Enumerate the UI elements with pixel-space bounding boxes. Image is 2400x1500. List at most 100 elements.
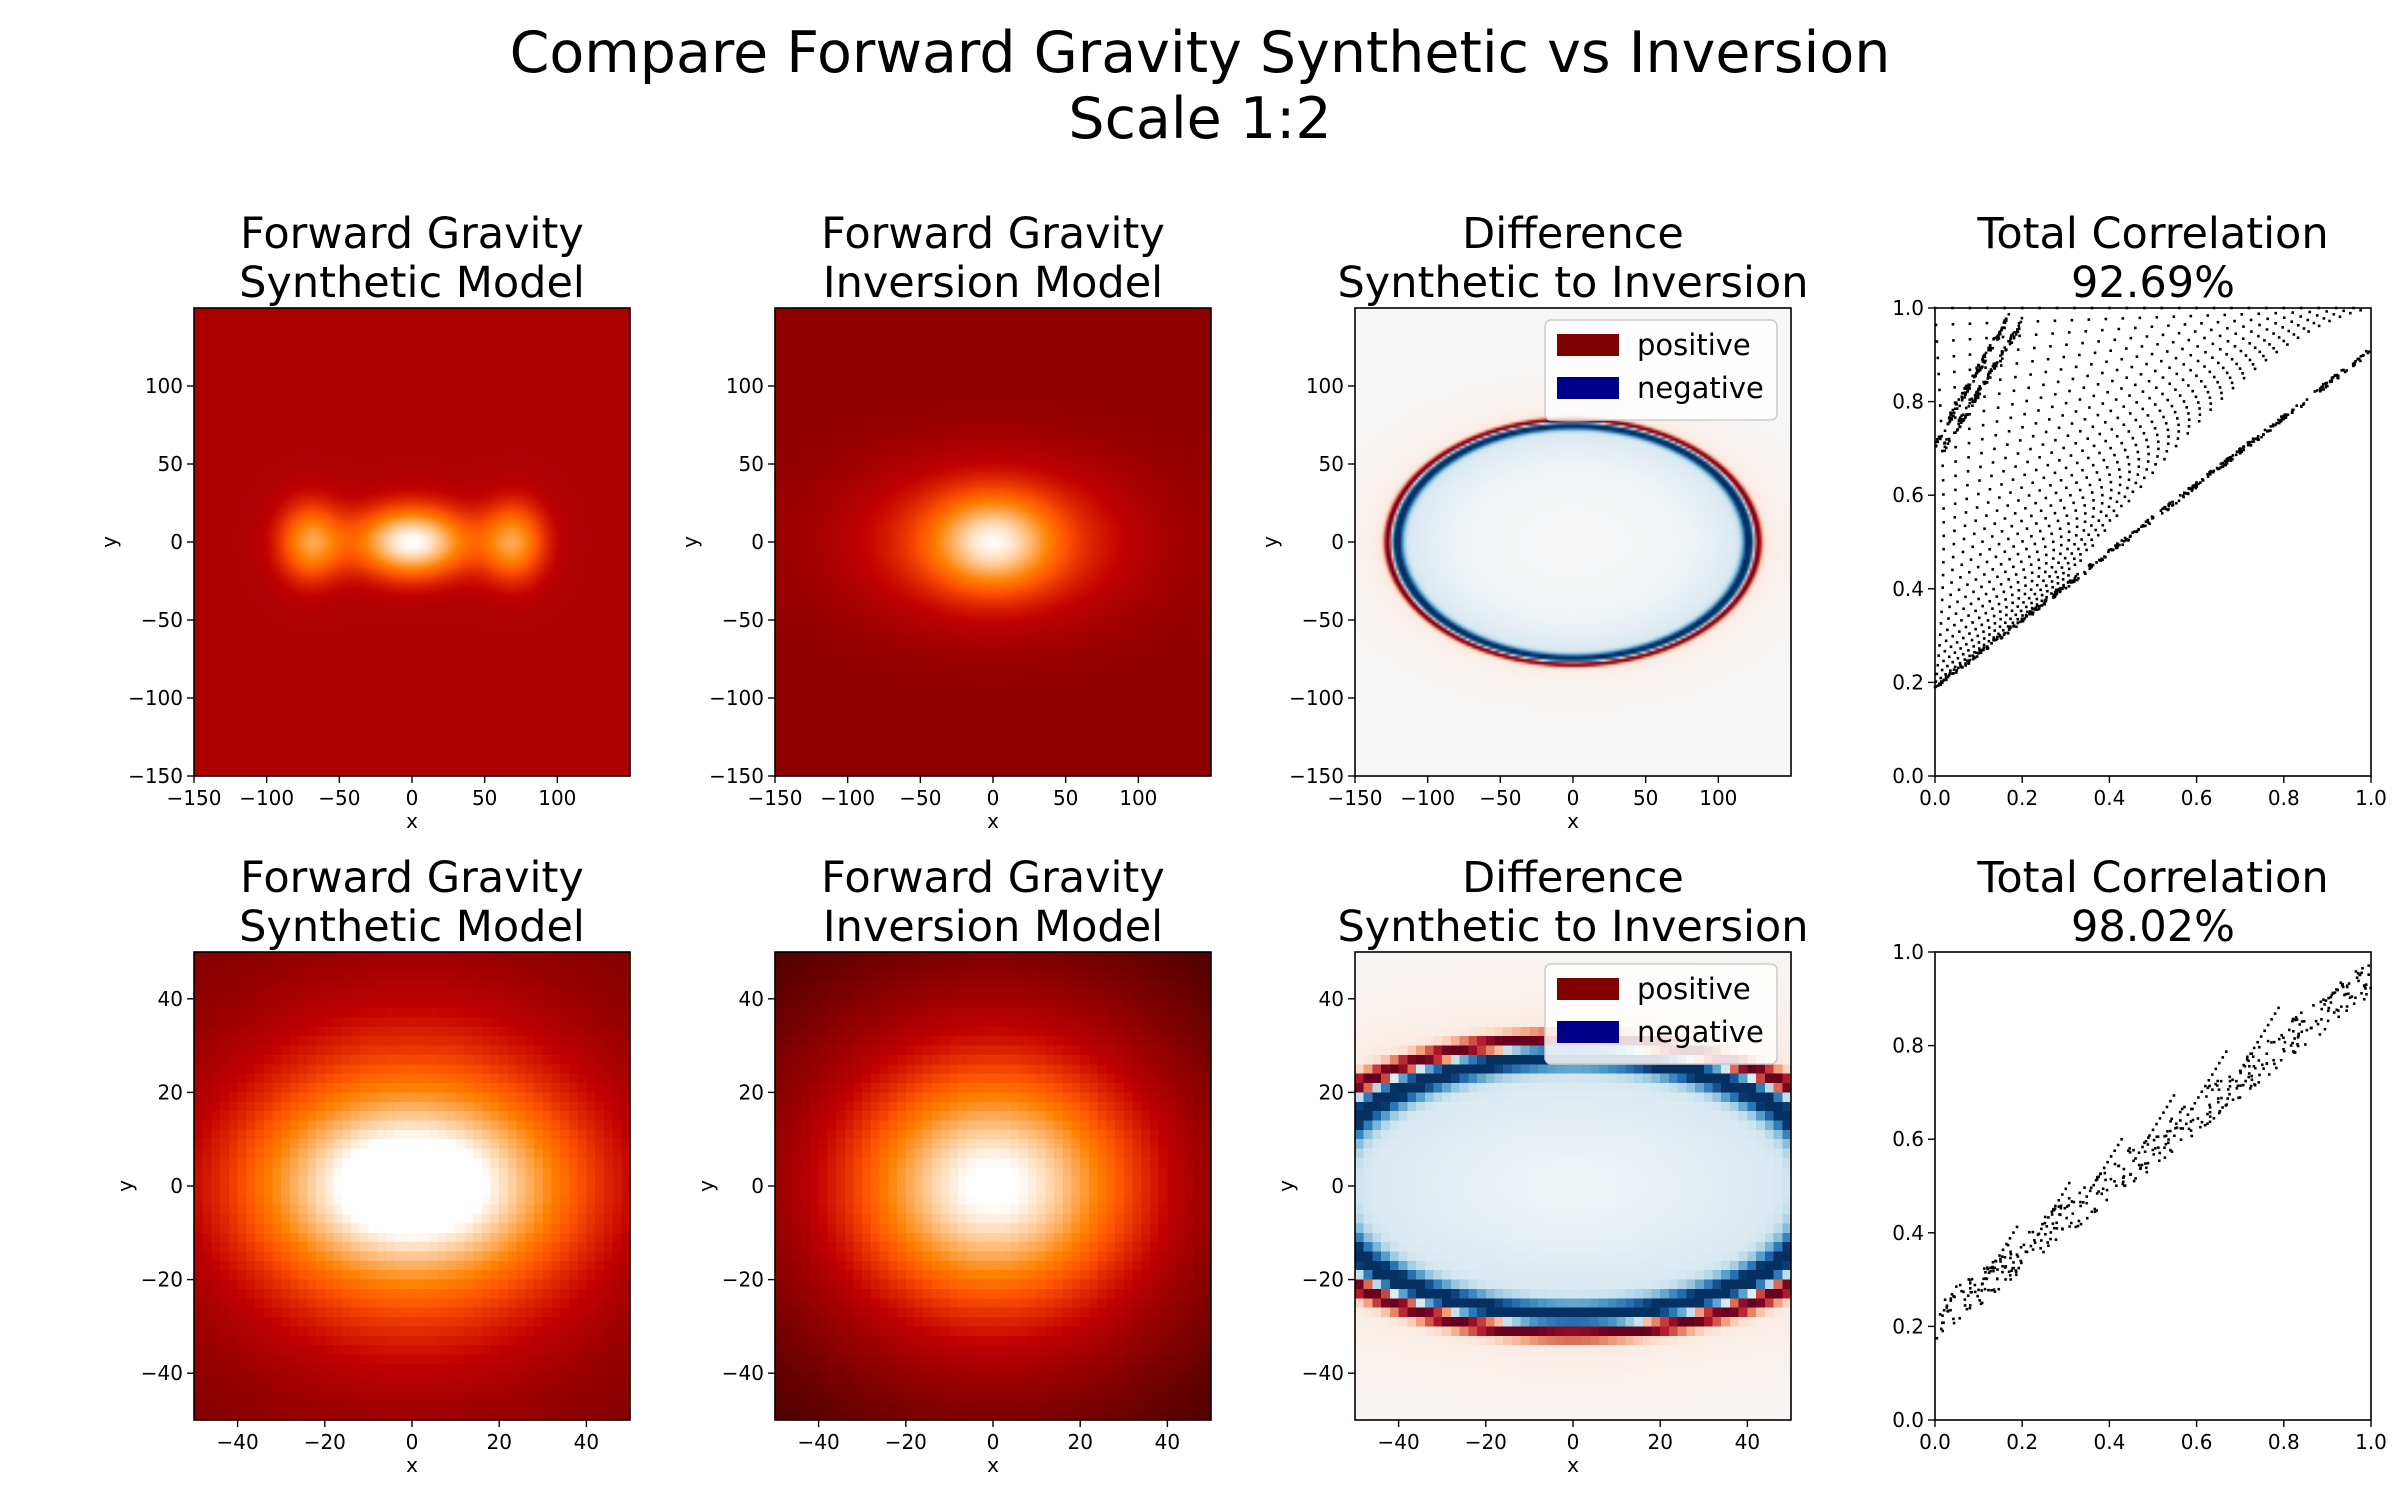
scatter-point bbox=[2079, 553, 2082, 556]
scatter-point bbox=[1976, 393, 1980, 397]
scatter-point bbox=[2109, 1177, 2113, 1181]
scatter-point bbox=[2258, 323, 2261, 327]
y-tick-label: 0 bbox=[1331, 530, 1344, 554]
scatter-point bbox=[2248, 443, 2251, 447]
scatter-point bbox=[1986, 501, 1990, 504]
scatter-point bbox=[2014, 1269, 2018, 1272]
scatter-point bbox=[1941, 573, 1945, 577]
legend-swatch-positive bbox=[1557, 334, 1619, 356]
scatter-point bbox=[2183, 491, 2186, 495]
scatter-point bbox=[1944, 672, 1947, 676]
scatter-point bbox=[1958, 630, 1961, 633]
x-tick-label: 0.4 bbox=[2093, 1430, 2125, 1454]
scatter-point bbox=[2074, 410, 2078, 413]
scatter-point bbox=[2139, 1167, 2142, 1171]
scatter-point bbox=[1967, 661, 1970, 664]
y-tick-label: 0.8 bbox=[1892, 390, 1924, 414]
scatter-point bbox=[2113, 1180, 2116, 1183]
scatter-point bbox=[1999, 617, 2002, 621]
scatter-point bbox=[1941, 1329, 1945, 1333]
scatter-point bbox=[2029, 1244, 2033, 1248]
scatter-point bbox=[1943, 649, 1947, 653]
scatter-point bbox=[2193, 485, 2196, 488]
scatter-point bbox=[2217, 1100, 2220, 1104]
scatter-point bbox=[2069, 454, 2073, 457]
scatter-point bbox=[2017, 324, 2021, 328]
scatter-point bbox=[2001, 335, 2005, 339]
scatter-point bbox=[1978, 368, 1982, 372]
scatter-point bbox=[2029, 447, 2032, 451]
scatter-point bbox=[2228, 455, 2232, 459]
scatter-point bbox=[1939, 419, 1943, 423]
scatter-point bbox=[1983, 527, 1986, 531]
scatter-point bbox=[2172, 1094, 2176, 1097]
scatter-point bbox=[2039, 509, 2043, 513]
scatter-point bbox=[2029, 588, 2033, 591]
scatter-point bbox=[2132, 530, 2136, 534]
scatter-point bbox=[1964, 511, 1968, 514]
scatter-point bbox=[1951, 660, 1954, 664]
scatter-point bbox=[2190, 489, 2194, 493]
scatter-point bbox=[1988, 633, 1991, 636]
scatter-point bbox=[2277, 1006, 2280, 1010]
scatter-point bbox=[2273, 1062, 2276, 1066]
scatter-point bbox=[2016, 452, 2020, 455]
scatter-point bbox=[2072, 1200, 2076, 1204]
scatter-point bbox=[1979, 1302, 1983, 1306]
scatter-point bbox=[2038, 529, 2042, 533]
x-tick-label: 100 bbox=[1699, 786, 1737, 810]
scatter-point bbox=[1949, 1308, 1952, 1312]
scatter-point bbox=[2001, 628, 2005, 632]
scatter-point bbox=[2330, 380, 2334, 383]
scatter-point bbox=[2110, 428, 2114, 431]
scatter-point bbox=[2257, 312, 2261, 316]
scatter-point bbox=[2027, 596, 2031, 600]
legend-swatch-positive bbox=[1557, 978, 1619, 1000]
scatter-point bbox=[2024, 506, 2027, 510]
scatter-point bbox=[2128, 535, 2132, 539]
scatter-point bbox=[1988, 370, 1991, 374]
scatter-point bbox=[2024, 584, 2027, 587]
scatter-point bbox=[2113, 453, 2116, 457]
scatter-point bbox=[1996, 575, 1999, 579]
scatter-point bbox=[2221, 366, 2225, 370]
scatter-point bbox=[1991, 461, 1995, 464]
scatter-point bbox=[2327, 1006, 2331, 1010]
scatter-point bbox=[2360, 991, 2363, 995]
scatter-point bbox=[1992, 337, 1995, 341]
scatter-point bbox=[2234, 332, 2238, 336]
scatter-point bbox=[2094, 528, 2098, 532]
scatter-point bbox=[2224, 463, 2228, 467]
scatter-point bbox=[2344, 992, 2348, 996]
scatter-point bbox=[2085, 1216, 2089, 1220]
scatter-point bbox=[2059, 535, 2063, 539]
scatter-point bbox=[1997, 632, 2000, 636]
scatter-point bbox=[1977, 616, 1981, 620]
scatter-point bbox=[2042, 1250, 2045, 1254]
scatter-point bbox=[1942, 659, 1945, 663]
scatter-point bbox=[2193, 330, 2197, 333]
scatter-point bbox=[2208, 1103, 2211, 1107]
scatter-point bbox=[1988, 487, 1992, 491]
scatter-point bbox=[1964, 625, 1968, 629]
scatter-point bbox=[2074, 509, 2078, 512]
scatter-point bbox=[2170, 1150, 2174, 1153]
scatter-point bbox=[1983, 355, 1987, 359]
scatter-point bbox=[2017, 322, 2021, 325]
scatter-point bbox=[1994, 555, 1998, 559]
scatter-point bbox=[1985, 560, 1989, 564]
scatter-point bbox=[1962, 1290, 1965, 1294]
scatter-point bbox=[2091, 425, 2095, 429]
scatter-point bbox=[1951, 555, 1955, 559]
scatter-point bbox=[2240, 450, 2243, 454]
scatter-point bbox=[2130, 365, 2134, 369]
scatter-point bbox=[1997, 335, 2000, 339]
scatter-point bbox=[2220, 391, 2223, 395]
scatter-point bbox=[2153, 403, 2157, 406]
scatter-point bbox=[2153, 426, 2157, 430]
scatter-point bbox=[2000, 350, 2004, 354]
scatter-point bbox=[2044, 430, 2048, 434]
scatter-point bbox=[2320, 385, 2323, 389]
scatter-point bbox=[1981, 423, 1985, 427]
